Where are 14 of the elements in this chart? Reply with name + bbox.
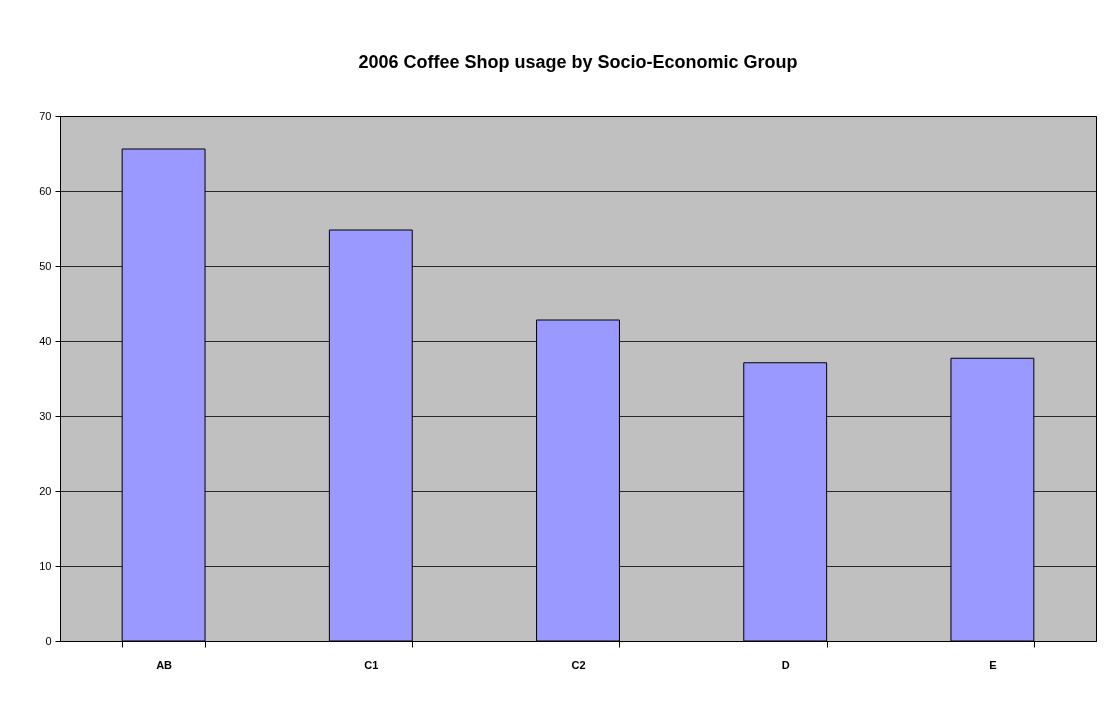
y-tick-label: 40	[39, 334, 52, 347]
y-tick-label: 50	[39, 259, 52, 272]
x-tick-label: C2	[571, 658, 586, 671]
y-tick-label: 30	[39, 409, 52, 422]
x-tick-label: AB	[156, 658, 173, 671]
y-tick-label: 20	[39, 484, 52, 497]
chart-title: 2006 Coffee Shop usage by Socio-Economic Group	[358, 52, 798, 72]
y-tick-label: 70	[39, 109, 52, 122]
y-tick-label: 0	[45, 634, 52, 647]
x-tick-label: E	[989, 658, 997, 671]
y-tick-label: 60	[39, 184, 52, 197]
y-tick-label: 10	[39, 559, 52, 572]
x-tick-label: D	[781, 658, 790, 671]
x-tick-label: C1	[364, 658, 379, 671]
